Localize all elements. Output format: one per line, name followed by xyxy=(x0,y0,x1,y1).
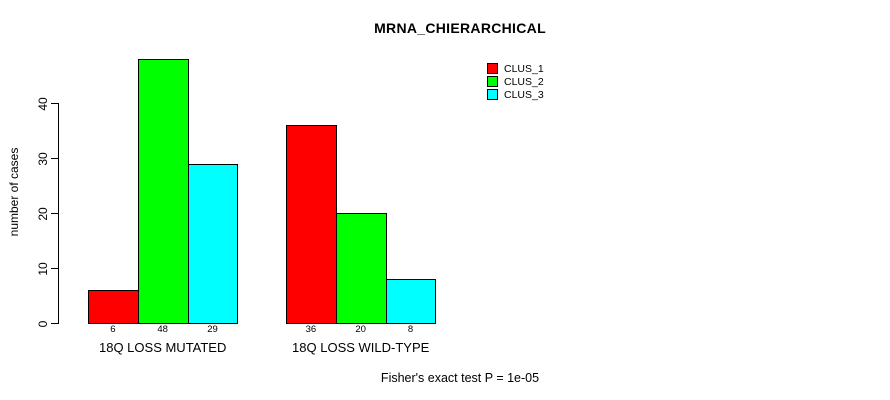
category-label: 18Q LOSS MUTATED xyxy=(98,340,227,355)
chart-title: MRNA_CHIERARCHICAL xyxy=(374,20,546,36)
fisher-test-note: Fisher's exact test P = 1e-05 xyxy=(380,371,540,385)
bar-value-label: 48 xyxy=(157,324,168,335)
bar-clus_2-1 xyxy=(137,59,189,324)
bar-clus_3-1 xyxy=(187,163,239,324)
y-axis-line xyxy=(58,103,59,324)
legend-label: CLUS_2 xyxy=(504,75,544,88)
bar-value-label: 20 xyxy=(355,324,366,335)
bar-value-label: 6 xyxy=(110,324,116,335)
y-axis-tick xyxy=(51,323,58,324)
y-axis-tick xyxy=(51,103,58,104)
y-axis-tick xyxy=(51,213,58,214)
legend-item-clus_1: CLUS_1 xyxy=(487,62,544,75)
y-axis-tick-label: 20 xyxy=(36,206,50,221)
bar-value-label: 36 xyxy=(305,324,317,335)
bar-clus_1-2 xyxy=(286,125,337,324)
y-axis-tick-label: 40 xyxy=(36,96,50,111)
legend-item-clus_3: CLUS_3 xyxy=(487,88,544,101)
y-axis-tick xyxy=(51,158,58,159)
legend-swatch-clus_2 xyxy=(487,76,498,87)
legend-label: CLUS_3 xyxy=(504,88,544,101)
y-axis-tick xyxy=(51,268,58,269)
category-label: 18Q LOSS WILD-TYPE xyxy=(292,340,430,355)
bar-clus_3-2 xyxy=(385,279,437,324)
bar-clus_1-1 xyxy=(88,290,139,324)
bar-value-label: 8 xyxy=(407,324,414,335)
legend-swatch-clus_1 xyxy=(487,63,498,74)
y-axis-label: number of cases xyxy=(7,147,21,237)
y-axis-tick-label: 30 xyxy=(36,151,50,166)
bar-clus_2-2 xyxy=(335,213,387,324)
legend-swatch-clus_3 xyxy=(487,89,498,100)
legend-item-clus_2: CLUS_2 xyxy=(487,75,544,88)
y-axis-tick-label: 10 xyxy=(36,261,50,276)
y-axis-tick-label: 0 xyxy=(36,320,50,327)
legend-label: CLUS_1 xyxy=(504,62,544,75)
bar-value-label: 29 xyxy=(207,324,218,335)
legend: CLUS_1 CLUS_2 CLUS_3 xyxy=(487,62,544,101)
